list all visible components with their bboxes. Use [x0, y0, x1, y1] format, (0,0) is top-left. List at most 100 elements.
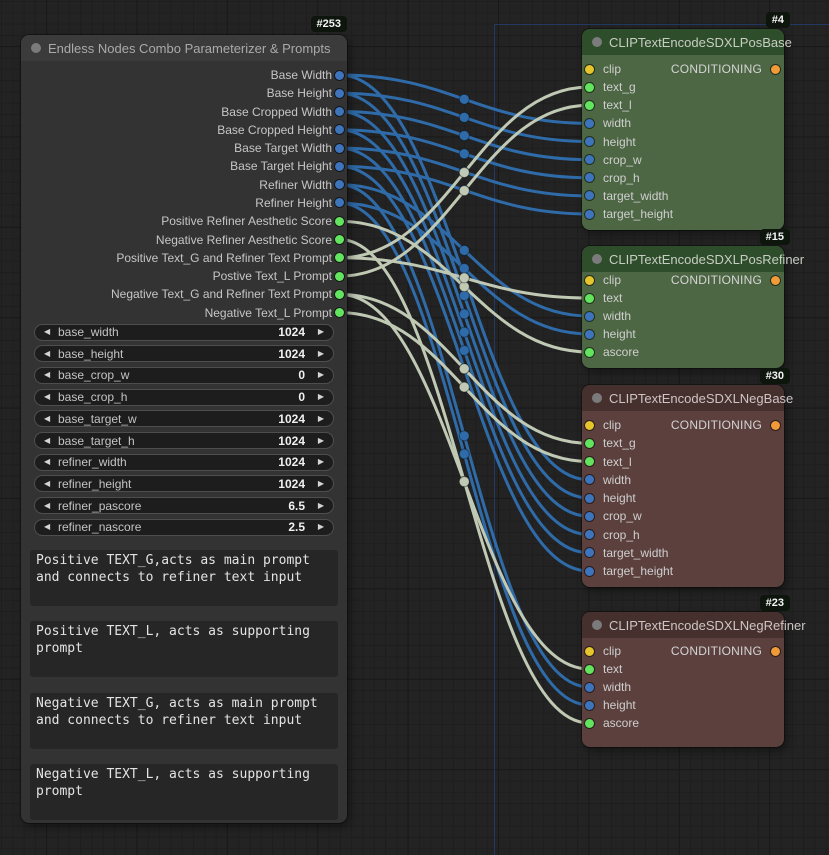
output-slot-dot[interactable] — [335, 125, 344, 135]
input-slot-dot[interactable] — [584, 173, 594, 183]
collapse-dot-icon[interactable] — [31, 43, 41, 53]
output-slot-dot[interactable] — [771, 64, 780, 74]
input-slot-dot[interactable] — [584, 82, 594, 92]
output-slot-dot[interactable] — [335, 70, 344, 80]
widget-base_width[interactable]: ◀ base_width 1024 ▶ — [34, 323, 334, 341]
input-slot-dot[interactable] — [584, 118, 594, 128]
input-slot-dot[interactable] — [584, 718, 594, 728]
input-slot-dot[interactable] — [584, 64, 594, 74]
widget-refiner_nascore[interactable]: ◀ refiner_nascore 2.5 ▶ — [34, 518, 334, 536]
node-header[interactable]: CLIPTextEncodeSDXLNegRefiner — [582, 612, 806, 638]
widget-increment-arrow[interactable]: ▶ — [317, 413, 324, 423]
positive-text-l-textarea[interactable]: Positive TEXT_L, acts as supporting prom… — [30, 621, 338, 677]
widget-refiner_height[interactable]: ◀ refiner_height 1024 ▶ — [34, 475, 334, 493]
input-slot-dot[interactable] — [584, 311, 594, 321]
widget-increment-arrow[interactable]: ▶ — [317, 392, 324, 402]
widget-increment-arrow[interactable]: ▶ — [317, 370, 324, 380]
input-slot-dot[interactable] — [584, 137, 594, 146]
widget-decrement-arrow[interactable]: ◀ — [44, 348, 51, 358]
output-slot-dot[interactable] — [335, 235, 344, 245]
output-slot-dot[interactable] — [335, 289, 344, 299]
collapse-dot-icon[interactable] — [592, 393, 602, 403]
output-slot-dot[interactable] — [335, 143, 344, 153]
output-slot-dot[interactable] — [335, 271, 344, 281]
widget-increment-arrow[interactable]: ▶ — [317, 478, 324, 488]
input-slot-dot[interactable] — [584, 347, 594, 357]
input-slot-dot[interactable] — [584, 100, 594, 110]
input-slot-dot[interactable] — [584, 548, 594, 558]
input-slot-dot[interactable] — [584, 566, 594, 576]
widget-decrement-arrow[interactable]: ◀ — [44, 457, 51, 467]
output-slot-dot[interactable] — [771, 646, 780, 656]
input-slot-dot[interactable] — [584, 457, 594, 466]
input-slot-dot[interactable] — [584, 646, 594, 656]
collapse-dot-icon[interactable] — [592, 254, 602, 264]
widget-increment-arrow[interactable]: ▶ — [317, 348, 324, 358]
collapse-dot-icon[interactable] — [592, 37, 602, 47]
widget-refiner_width[interactable]: ◀ refiner_width 1024 ▶ — [34, 453, 334, 471]
link-midpoint-dot[interactable] — [458, 308, 470, 320]
negative-text-g-textarea[interactable]: Negative TEXT_G, acts as main prompt and… — [30, 693, 338, 749]
widget-increment-arrow[interactable]: ▶ — [317, 522, 324, 532]
input-slot-dot[interactable] — [584, 664, 594, 674]
input-slot-dot[interactable] — [584, 511, 594, 521]
link-midpoint-dot[interactable] — [458, 363, 470, 375]
widget-decrement-arrow[interactable]: ◀ — [44, 435, 51, 445]
output-slot-dot[interactable] — [335, 180, 344, 190]
output-slot-dot[interactable] — [771, 420, 780, 430]
widget-decrement-arrow[interactable]: ◀ — [44, 413, 51, 423]
node-header[interactable]: Endless Nodes Combo Parameterizer & Prom… — [21, 35, 347, 61]
widget-increment-arrow[interactable]: ▶ — [317, 435, 324, 445]
output-slot-dot[interactable] — [335, 216, 344, 226]
link-midpoint-dot[interactable] — [458, 130, 470, 142]
link-midpoint-dot[interactable] — [458, 381, 470, 393]
input-slot-dot[interactable] — [584, 493, 594, 503]
node-header[interactable]: CLIPTextEncodeSDXLPosBase — [582, 29, 792, 55]
link-midpoint-dot[interactable] — [458, 93, 470, 105]
link-midpoint-dot[interactable] — [458, 326, 470, 338]
output-slot-dot[interactable] — [771, 275, 780, 285]
negative-text-l-textarea[interactable]: Negative TEXT_L, acts as supporting prom… — [30, 764, 338, 820]
output-slot-dot[interactable] — [335, 308, 344, 318]
node-header[interactable]: CLIPTextEncodeSDXLPosRefiner — [582, 246, 804, 272]
input-slot-dot[interactable] — [584, 682, 594, 692]
output-slot-dot[interactable] — [335, 198, 344, 208]
link-midpoint-dot[interactable] — [458, 111, 470, 123]
input-slot-dot[interactable] — [584, 329, 594, 339]
widget-decrement-arrow[interactable]: ◀ — [44, 392, 51, 402]
input-slot-dot[interactable] — [584, 275, 594, 285]
input-slot-dot[interactable] — [584, 155, 594, 165]
widget-base_crop_w[interactable]: ◀ base_crop_w 0 ▶ — [34, 366, 334, 384]
positive-text-g-textarea[interactable]: Positive TEXT_G,acts as main prompt and … — [30, 550, 338, 606]
widget-increment-arrow[interactable]: ▶ — [317, 457, 324, 467]
widget-decrement-arrow[interactable]: ◀ — [44, 327, 51, 336]
widget-decrement-arrow[interactable]: ◀ — [44, 500, 51, 510]
widget-base_target_h[interactable]: ◀ base_target_h 1024 ▶ — [34, 432, 334, 449]
input-slot-dot[interactable] — [584, 438, 594, 448]
output-slot-dot[interactable] — [335, 88, 344, 98]
output-slot-dot[interactable] — [335, 253, 344, 263]
input-slot-dot[interactable] — [584, 475, 594, 485]
link-midpoint-dot[interactable] — [458, 272, 470, 284]
input-slot-dot[interactable] — [584, 293, 594, 303]
input-slot-dot[interactable] — [584, 191, 594, 201]
widget-increment-arrow[interactable]: ▶ — [317, 327, 324, 336]
link-midpoint-dot[interactable] — [458, 166, 470, 178]
output-slot-dot[interactable] — [335, 161, 344, 171]
link-midpoint-dot[interactable] — [458, 244, 470, 256]
link-midpoint-dot[interactable] — [458, 148, 470, 160]
collapse-dot-icon[interactable] — [592, 620, 602, 630]
output-slot-dot[interactable] — [335, 107, 344, 117]
link-midpoint-dot[interactable] — [458, 448, 470, 460]
widget-decrement-arrow[interactable]: ◀ — [44, 478, 51, 488]
widget-base_target_w[interactable]: ◀ base_target_w 1024 ▶ — [34, 410, 334, 428]
widget-refiner_pascore[interactable]: ◀ refiner_pascore 6.5 ▶ — [34, 497, 334, 515]
link-midpoint-dot[interactable] — [458, 344, 470, 356]
input-slot-dot[interactable] — [584, 530, 594, 539]
widget-decrement-arrow[interactable]: ◀ — [44, 370, 51, 380]
widget-base_height[interactable]: ◀ base_height 1024 ▶ — [34, 345, 334, 363]
link-midpoint-dot[interactable] — [458, 476, 470, 488]
input-slot-dot[interactable] — [584, 420, 594, 430]
link-midpoint-dot[interactable] — [458, 430, 470, 442]
